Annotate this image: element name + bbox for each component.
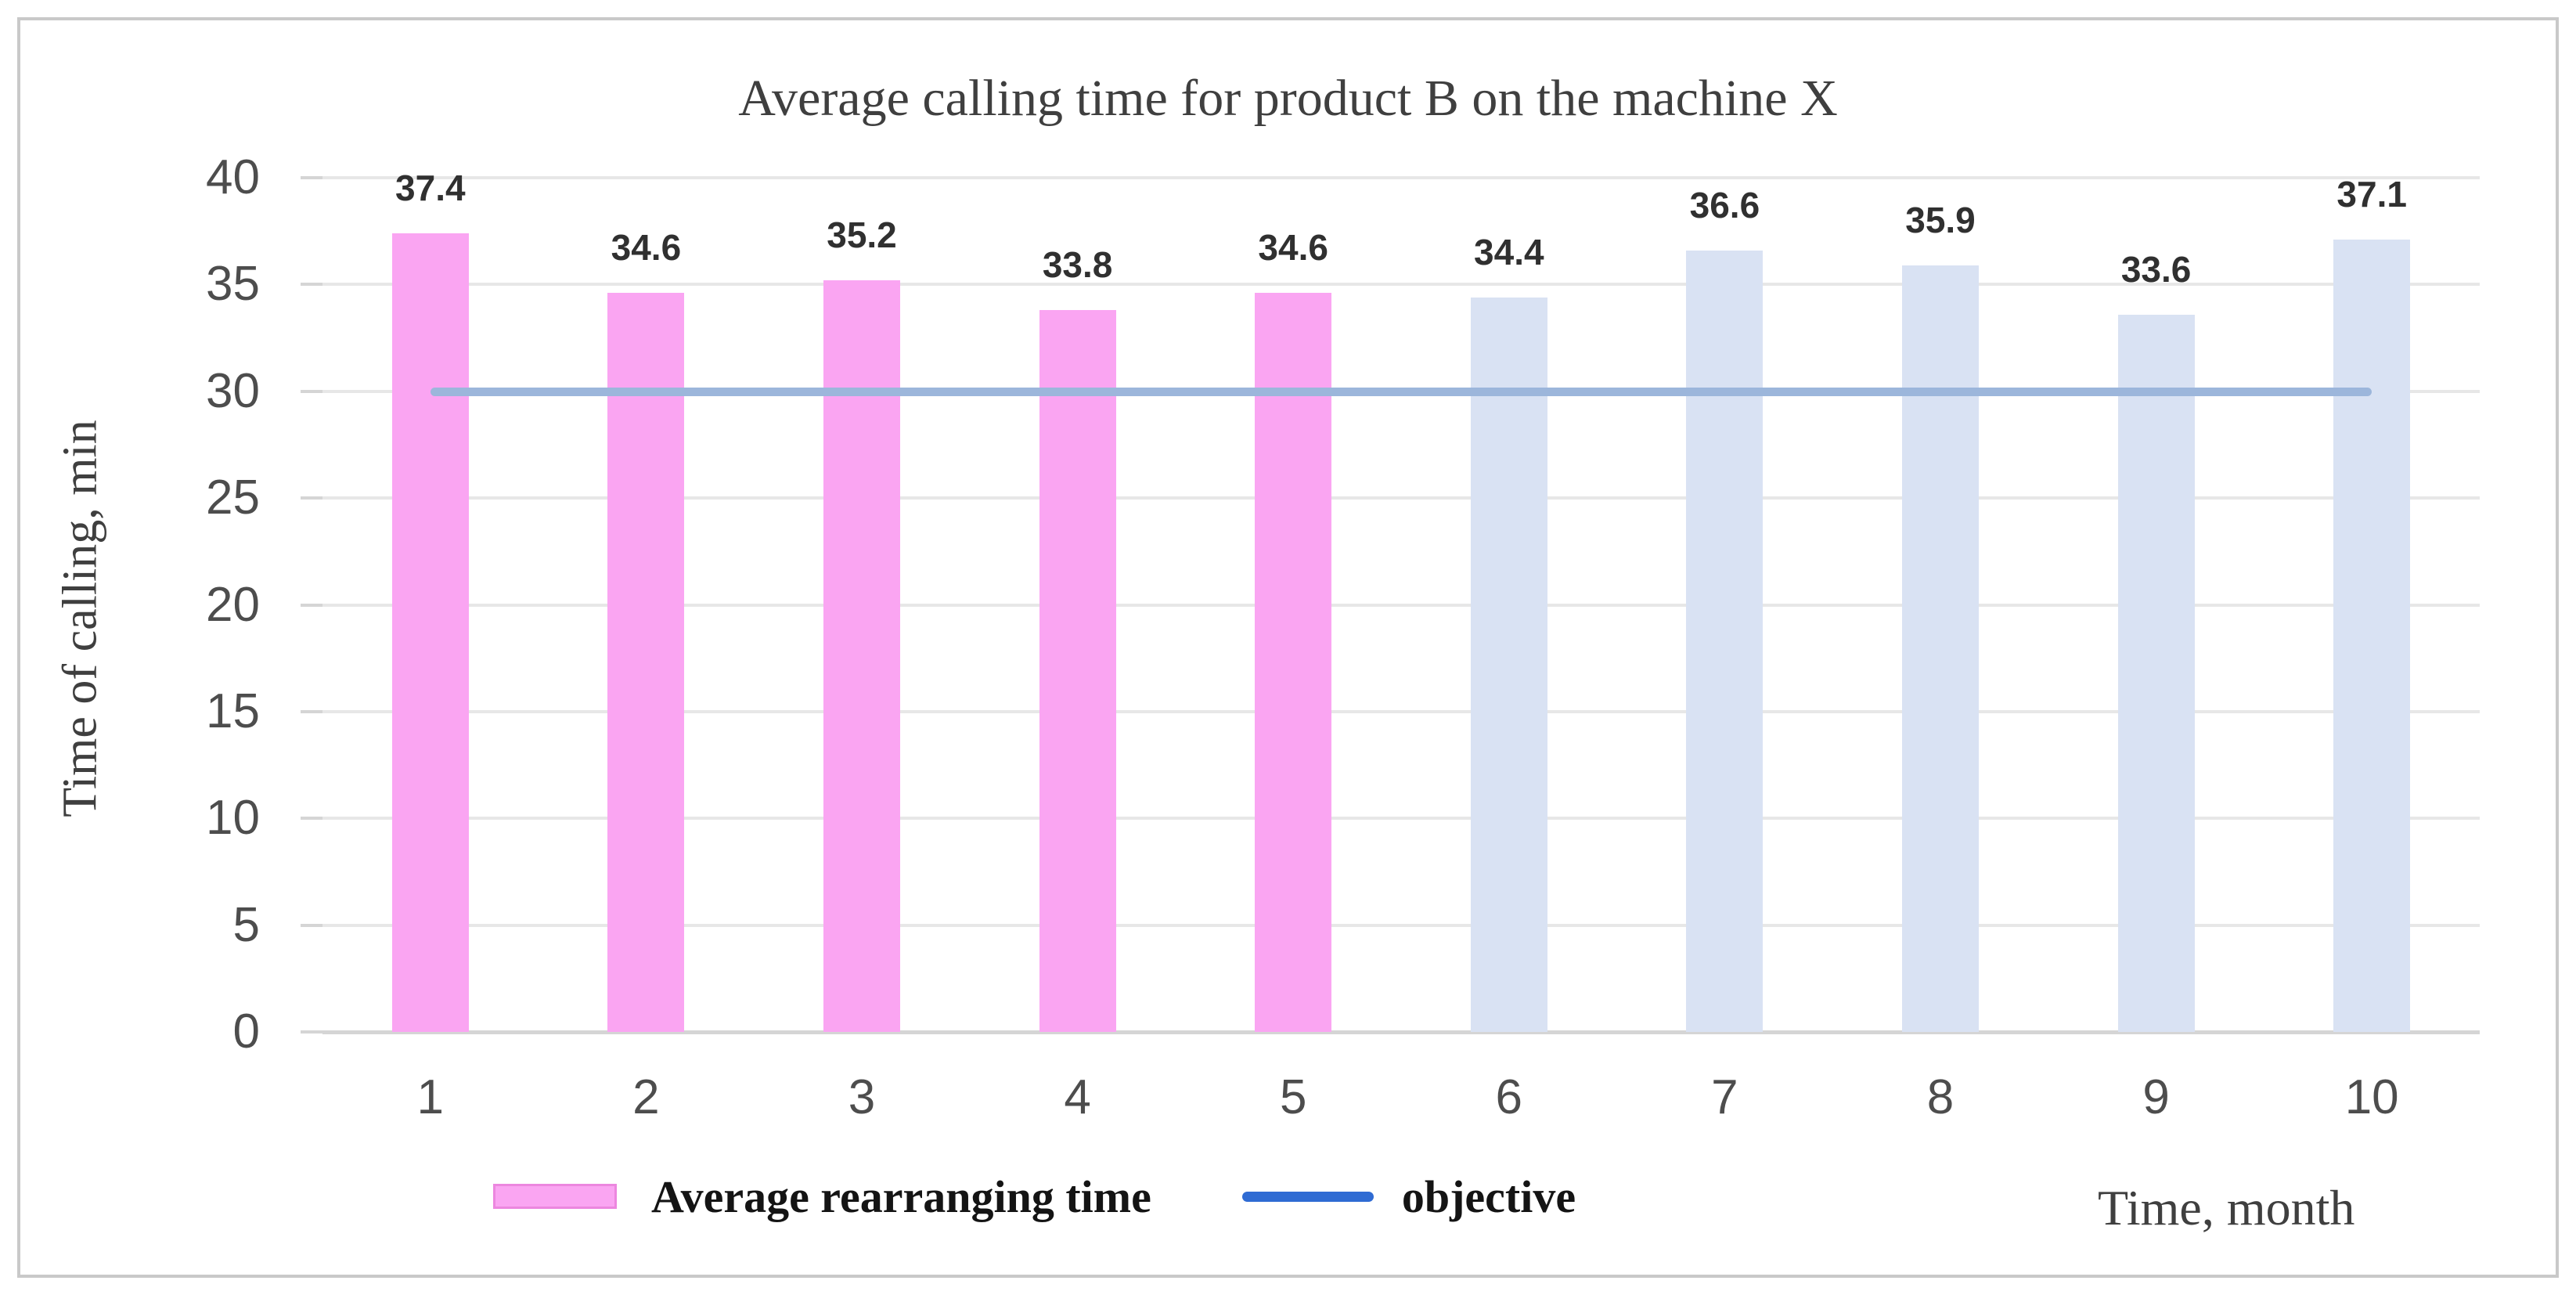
x-tick-label: 1 bbox=[416, 1070, 445, 1124]
gridline bbox=[322, 709, 2480, 713]
objective-line bbox=[430, 387, 2372, 396]
y-tick-mark bbox=[301, 709, 322, 713]
bar-value-label: 37.1 bbox=[2336, 174, 2407, 215]
chart-title: Average calling time for product B on th… bbox=[738, 70, 1838, 127]
bar-month-5 bbox=[1255, 293, 1332, 1032]
legend-objective-line-key bbox=[1241, 1191, 1374, 1202]
bar-value-label: 35.2 bbox=[827, 214, 897, 255]
y-tick-mark bbox=[301, 283, 322, 287]
gridline bbox=[322, 176, 2480, 179]
gridline bbox=[322, 496, 2480, 500]
y-tick-label: 5 bbox=[232, 897, 260, 952]
bar-value-label: 34.4 bbox=[1474, 231, 1544, 272]
x-tick-label: 2 bbox=[632, 1070, 660, 1124]
gridline bbox=[322, 603, 2480, 607]
figure-border bbox=[17, 17, 2559, 1278]
legend: Average rearranging time objective bbox=[493, 1168, 1576, 1225]
legend-label-objective: objective bbox=[1401, 1171, 1576, 1222]
y-tick-mark bbox=[301, 603, 322, 607]
y-tick-mark bbox=[301, 389, 322, 393]
bar-value-label: 34.6 bbox=[1258, 227, 1328, 269]
y-tick-mark bbox=[301, 496, 322, 500]
x-tick-label: 7 bbox=[1711, 1070, 1738, 1124]
y-tick-label: 0 bbox=[232, 1005, 260, 1059]
bar-month-4 bbox=[1039, 310, 1116, 1032]
bar-month-2 bbox=[607, 293, 685, 1032]
x-tick-label: 6 bbox=[1495, 1070, 1523, 1124]
x-tick-label: 10 bbox=[2344, 1070, 2399, 1124]
bar-month-3 bbox=[823, 280, 900, 1032]
bar-month-7 bbox=[1686, 250, 1764, 1032]
bar-value-label: 34.6 bbox=[611, 227, 682, 269]
y-tick-label: 20 bbox=[206, 577, 260, 632]
bar-value-label: 37.4 bbox=[395, 167, 466, 208]
legend-label-average-rearranging-time: Average rearranging time bbox=[651, 1171, 1151, 1222]
x-tick-label: 3 bbox=[848, 1070, 876, 1124]
gridline bbox=[322, 817, 2480, 821]
bar-value-label: 35.9 bbox=[1905, 199, 1976, 240]
y-tick-mark bbox=[301, 1030, 322, 1033]
bar-value-label: 36.6 bbox=[1689, 184, 1760, 225]
bar-month-8 bbox=[1902, 265, 1979, 1032]
x-axis-title: Time, month bbox=[2098, 1180, 2355, 1235]
y-tick-label: 30 bbox=[206, 363, 260, 418]
y-tick-label: 40 bbox=[206, 150, 260, 204]
x-tick-label: 8 bbox=[1926, 1070, 1955, 1124]
bar-month-10 bbox=[2333, 240, 2411, 1032]
gridline bbox=[322, 923, 2480, 927]
y-tick-label: 35 bbox=[206, 257, 260, 312]
gridline bbox=[322, 283, 2480, 287]
bar-month-9 bbox=[2117, 314, 2195, 1032]
legend-bar-swatch bbox=[493, 1184, 617, 1209]
bar-value-label: 33.8 bbox=[1042, 244, 1113, 286]
y-tick-label: 10 bbox=[206, 791, 260, 846]
bar-value-label: 33.6 bbox=[2120, 248, 2192, 290]
x-tick-label: 9 bbox=[2142, 1070, 2170, 1124]
x-tick-label: 5 bbox=[1279, 1070, 1307, 1124]
x-tick-label: 4 bbox=[1064, 1070, 1091, 1124]
y-tick-mark bbox=[301, 923, 322, 927]
bar-month-1 bbox=[391, 233, 469, 1032]
y-tick-label: 25 bbox=[206, 471, 260, 525]
y-tick-mark bbox=[301, 176, 322, 179]
bar-month-6 bbox=[1470, 297, 1547, 1032]
y-tick-mark bbox=[301, 817, 322, 821]
y-tick-label: 15 bbox=[206, 684, 260, 738]
x-axis-line bbox=[322, 1030, 2480, 1034]
